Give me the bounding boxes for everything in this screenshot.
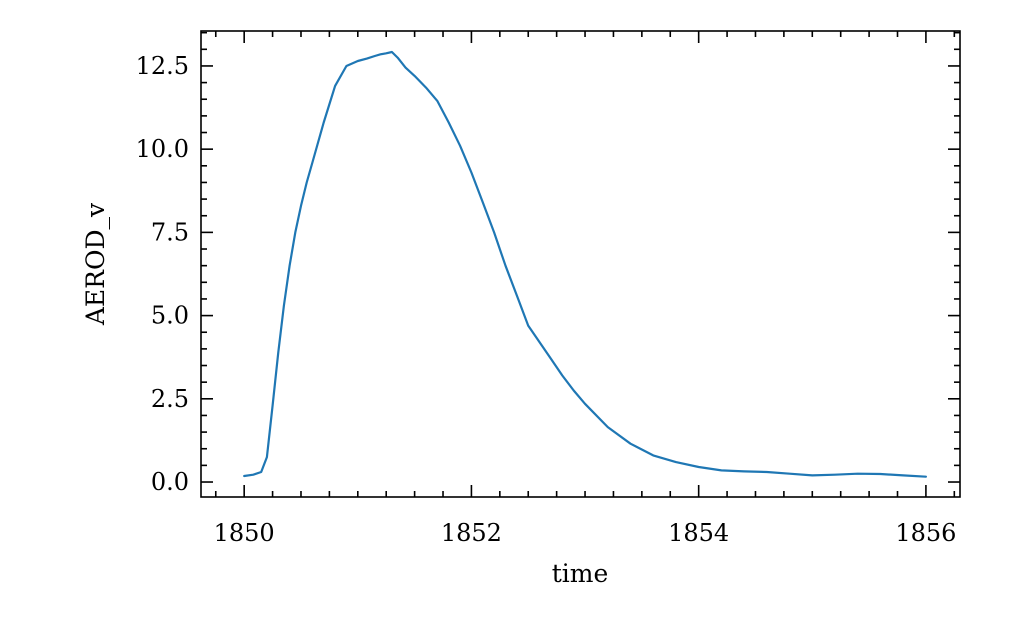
x-axis-title: time: [552, 559, 609, 588]
x-tick-label: 1854: [668, 519, 729, 547]
y-tick-label: 12.5: [136, 52, 189, 80]
y-axis-title: AEROD_v: [81, 202, 110, 326]
x-tick-labels: 1850 1852 1854 1856: [214, 519, 957, 547]
axis-ticks: [201, 31, 960, 497]
y-tick-label: 7.5: [151, 218, 189, 246]
series-line: [243, 50, 927, 478]
x-tick-label: 1852: [441, 519, 502, 547]
y-tick-label: 0.0: [151, 468, 189, 496]
y-tick-label: 10.0: [136, 135, 189, 163]
x-tick-label: 1856: [895, 519, 956, 547]
y-tick-label: 5.0: [151, 302, 189, 330]
y-tick-labels: 0.0 2.5 5.0 7.5 10.0 12.5: [136, 52, 189, 496]
x-tick-label: 1850: [214, 519, 275, 547]
y-tick-label: 2.5: [151, 385, 189, 413]
plot-frame: [200, 30, 961, 498]
